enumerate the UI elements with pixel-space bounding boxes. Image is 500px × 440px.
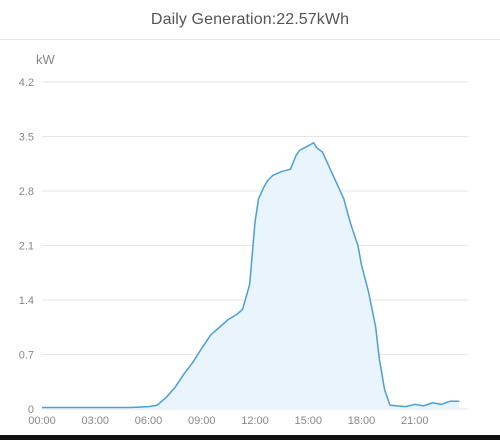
chart-area: kW 4.2 3.5 2.8 2.1 1.4 0.7 0 00:00 03:00 06:00 09…	[0, 40, 500, 435]
x-tick-labels: 00:00 03:00 06:00 09:00 12:00 15:00 18:00 21:00	[28, 415, 428, 427]
y-tick-labels: 4.2 3.5 2.8 2.1 1.4 0.7 0	[19, 77, 34, 416]
x-tick-label: 06:00	[135, 415, 163, 427]
y-tick-label: 3.5	[19, 132, 34, 144]
x-tick-label: 03:00	[81, 415, 109, 427]
x-tick-label: 15:00	[294, 415, 322, 427]
y-axis-label: kW	[36, 52, 56, 67]
y-tick-label: 2.8	[19, 186, 34, 198]
generation-chart: kW 4.2 3.5 2.8 2.1 1.4 0.7 0 00:00 03:00 06:00 09…	[19, 52, 468, 427]
y-tick-label: 0.7	[19, 350, 34, 362]
y-tick-label: 0	[28, 404, 34, 416]
y-tick-label: 4.2	[19, 77, 34, 89]
y-tick-label: 1.4	[19, 295, 34, 307]
x-tick-label: 18:00	[348, 415, 376, 427]
x-tick-label: 00:00	[28, 415, 56, 427]
x-tick-label: 12:00	[241, 415, 269, 427]
x-tick-label: 21:00	[401, 415, 429, 427]
chart-title: Daily Generation:22.57kWh	[0, 0, 500, 40]
generation-line	[42, 141, 460, 409]
bottom-bar	[0, 435, 500, 440]
x-tick-label: 09:00	[188, 415, 216, 427]
y-tick-label: 2.1	[19, 241, 34, 253]
